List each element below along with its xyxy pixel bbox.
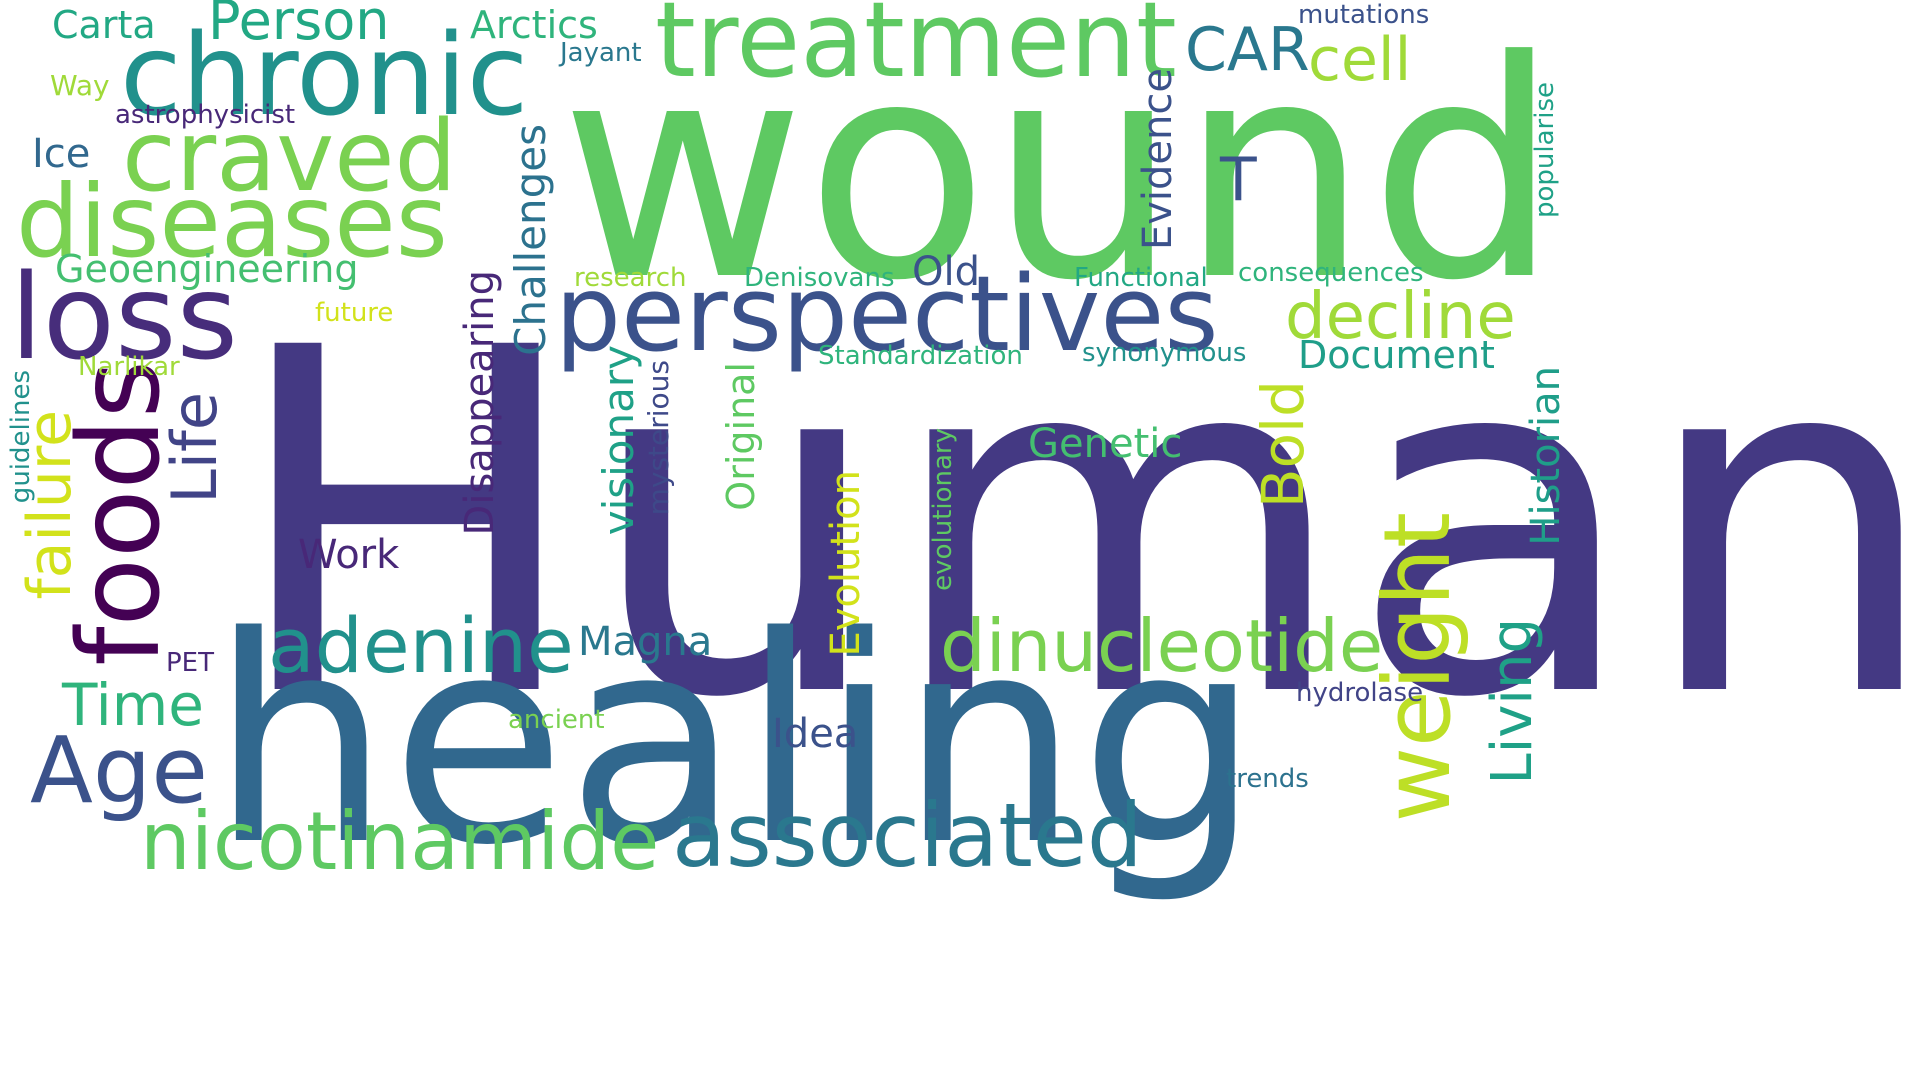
word-geoengineering: Geoengineering [55, 247, 359, 291]
word-functional: Functional [1074, 263, 1208, 293]
word-evolutionary: evolutionary [928, 428, 958, 591]
word-work: Work [298, 532, 400, 578]
word-ancient: ancient [508, 705, 605, 735]
word-old: Old [912, 249, 980, 295]
word-mysterious: mysterious [642, 360, 675, 516]
word-narlikar: Narlikar [78, 352, 180, 382]
word-ice: Ice [32, 131, 91, 177]
word-consequences: consequences [1238, 258, 1424, 288]
word-hydrolase: hydrolase [1296, 678, 1424, 708]
word-challenges: Challenges [506, 124, 555, 356]
word-disappearing: Disappearing [457, 270, 503, 536]
word-jayant: Jayant [560, 38, 642, 68]
word-evolution: Evolution [823, 470, 869, 657]
word-visionary: visionary [594, 345, 643, 536]
word-evidence: Evidence [1135, 68, 1181, 251]
word-genetic: Genetic [1028, 421, 1183, 467]
word-cell: cell [1308, 25, 1412, 95]
word-healing: healing [210, 576, 1261, 908]
word-diseases: diseases [16, 163, 448, 280]
word-mutations: mutations [1298, 0, 1430, 30]
word-car: CAR [1185, 15, 1310, 85]
word-popularise: popularise [1530, 82, 1560, 219]
word-perspectives: perspectives [555, 253, 1219, 375]
word-future: future [315, 298, 394, 328]
word-original: Original [719, 362, 763, 511]
word-adenine: adenine [268, 601, 574, 690]
word-weight: weight [1364, 512, 1471, 823]
word-idea: Idea [772, 711, 859, 757]
word-treatment: treatment [655, 0, 1177, 101]
word-t: T [1220, 145, 1257, 215]
word-dinucleotide: dinucleotide [940, 604, 1384, 688]
word-human: Human [228, 249, 1920, 802]
word-magna: Magna [578, 619, 713, 665]
word-denisovans: Denisovans [744, 263, 895, 293]
word-arctics: Arctics [470, 3, 598, 47]
word-age: Age [30, 717, 208, 824]
word-chronic: chronic [120, 11, 529, 141]
word-document: Document [1298, 333, 1495, 377]
word-guidelines: guidelines [6, 370, 36, 504]
word-way: Way [50, 69, 110, 102]
word-bold: Bold [1249, 380, 1317, 509]
word-person: Person [208, 0, 390, 52]
word-life: Life [158, 392, 231, 504]
word-pet: PET [166, 648, 214, 678]
word-time: Time [62, 671, 204, 739]
word-astrophysicist: astrophysicist [115, 100, 296, 130]
word-carta: Carta [52, 3, 156, 47]
word-associated: associated [672, 784, 1143, 887]
word-wound: wound [560, 0, 1560, 346]
word-historian: Historian [1523, 366, 1569, 546]
word-nicotinamide: nicotinamide [140, 795, 660, 888]
word-craved: craved [122, 100, 457, 214]
word-synonymous: synonymous [1082, 338, 1247, 368]
word-decline: decline [1285, 280, 1516, 354]
word-trends: trends [1226, 764, 1309, 794]
word-standardization: Standardization [818, 341, 1023, 371]
word-research: research [574, 263, 687, 293]
word-living: Living [1480, 618, 1545, 785]
word-loss: loss [10, 248, 238, 386]
